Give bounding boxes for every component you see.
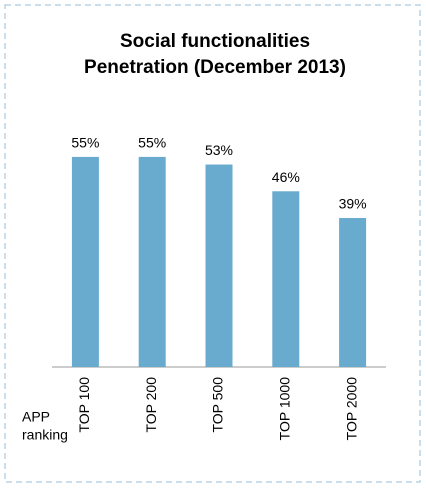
- value-label: 53%: [205, 142, 233, 158]
- x-tick-label: TOP 1000: [277, 377, 293, 441]
- bar: [71, 156, 99, 367]
- value-label: 46%: [272, 169, 300, 185]
- bar: [205, 164, 233, 367]
- x-axis-label: ranking: [22, 427, 68, 443]
- chart-title: Penetration (December 2013): [84, 57, 346, 78]
- bar: [272, 191, 300, 367]
- x-tick-label: TOP 2000: [343, 377, 359, 441]
- value-label: 55%: [138, 135, 166, 151]
- value-label: 39%: [339, 196, 367, 212]
- x-axis-label: APP: [22, 409, 50, 425]
- chart-title: Social functionalities: [120, 31, 310, 52]
- bar: [138, 156, 166, 367]
- bar: [339, 218, 367, 367]
- value-label: 55%: [71, 135, 99, 151]
- x-tick-label: TOP 500: [210, 377, 226, 433]
- x-tick-label: TOP 100: [76, 377, 92, 433]
- x-tick-label: TOP 200: [143, 377, 159, 433]
